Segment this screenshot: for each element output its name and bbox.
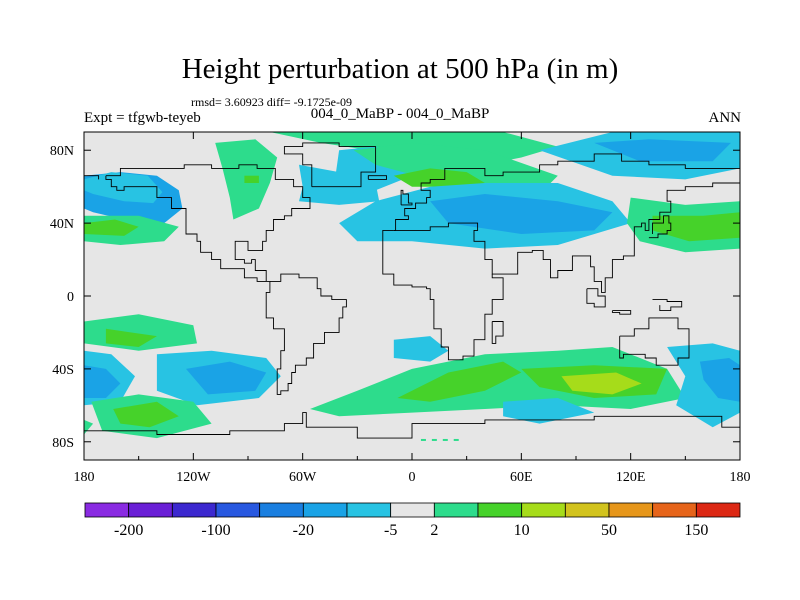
colorbar-swatch-0 xyxy=(84,502,130,518)
colorbar-swatch-8 xyxy=(433,502,479,518)
contour-dot-0 xyxy=(420,438,426,441)
x-tick-label-4: 60E xyxy=(510,470,533,485)
coastline-6 xyxy=(382,229,504,361)
colorbar: -200 -100 -20 -5 2 10 50 150 xyxy=(84,502,741,539)
coastline-4 xyxy=(84,175,100,180)
plot-area xyxy=(84,132,740,460)
y-tick-label-0: 80N xyxy=(50,144,74,159)
colorbar-label-5: 10 xyxy=(514,522,530,539)
contour-region-28 xyxy=(561,372,642,395)
coastline-3 xyxy=(393,153,740,231)
colorbar-swatch-1 xyxy=(128,502,173,518)
contour-region-29 xyxy=(393,336,449,362)
contour-region-1 xyxy=(84,172,163,204)
x-tick-label-6: 180 xyxy=(730,470,751,485)
coastline-13 xyxy=(400,189,413,206)
x-tick-label-1: 120W xyxy=(176,470,211,485)
x-tick-label-3: 0 xyxy=(409,470,416,485)
coastline-8 xyxy=(619,317,690,366)
chart-title: Height perturbation at 500 hPa (in m) xyxy=(181,53,619,85)
contour-region-24 xyxy=(113,401,179,428)
colorbar-label-3: -5 xyxy=(384,522,397,539)
colorbar-swatch-6 xyxy=(346,502,392,518)
colorbar-swatch-5 xyxy=(302,502,348,518)
contour-region-10 xyxy=(393,168,485,187)
y-tick-label-2: 0 xyxy=(67,290,74,305)
colorbar-swatch-13 xyxy=(652,502,697,518)
coastline-9 xyxy=(648,215,672,239)
coastline-7 xyxy=(491,321,504,344)
colorbar-swatch-12 xyxy=(608,502,654,518)
contour-region-18 xyxy=(105,328,157,347)
contour-region-22 xyxy=(186,361,267,395)
y-tick-label-1: 40N xyxy=(50,217,74,232)
coastline-11 xyxy=(611,310,632,315)
colorbar-swatch-2 xyxy=(171,502,217,518)
colorbar-label-6: 50 xyxy=(601,522,617,539)
contour-dot-3 xyxy=(453,438,459,441)
colorbar-swatch-10 xyxy=(521,502,566,518)
x-tick-label-0: 180 xyxy=(74,470,95,485)
y-tick-label-3: 40S xyxy=(52,363,74,378)
colorbar-swatch-7 xyxy=(390,502,435,518)
contour-region-14 xyxy=(594,139,731,162)
coastline-10 xyxy=(586,288,606,308)
contour-region-3 xyxy=(84,219,139,236)
colorbar-label-1: -100 xyxy=(201,522,230,539)
experiment-label: Expt = tfgwb-teyeb xyxy=(84,110,201,126)
axes: 180 120W 60W 0 60E 120E 180 80N 40N 0 40S 80S xyxy=(50,132,751,485)
coastline-15 xyxy=(84,412,740,439)
x-tick-label-5: 120E xyxy=(616,470,646,485)
coastline-0 xyxy=(105,164,311,282)
contour-region-12 xyxy=(430,194,613,234)
colorbar-swatch-9 xyxy=(477,502,523,518)
coastline-1 xyxy=(265,273,347,395)
colorbar-swatch-3 xyxy=(215,502,261,518)
colorbar-label-4: 2 xyxy=(430,522,438,539)
contour-dot-2 xyxy=(442,438,448,441)
y-tick-label-4: 80S xyxy=(52,436,74,451)
coastline-12 xyxy=(652,299,683,312)
contour-region-5 xyxy=(244,175,259,183)
colorbar-label-2: -20 xyxy=(293,522,314,539)
contour-region-16 xyxy=(652,212,740,242)
x-tick-label-2: 60W xyxy=(289,470,317,485)
coastline-14 xyxy=(367,175,387,180)
stats-label: rmsd= 3.60923 diff= -9.1725e-09 xyxy=(191,95,352,109)
contour-region-30 xyxy=(503,398,595,424)
colorbar-swatch-14 xyxy=(695,502,741,518)
contour-dot-1 xyxy=(431,438,437,441)
colorbar-label-0: -200 xyxy=(114,522,143,539)
colorbar-swatch-11 xyxy=(564,502,610,518)
contour-region-26 xyxy=(397,361,522,402)
season-label: ANN xyxy=(708,110,742,126)
coastline-5 xyxy=(393,175,740,293)
coastline-2 xyxy=(283,142,377,188)
colorbar-swatch-4 xyxy=(259,502,304,518)
contour-region-20 xyxy=(84,365,121,398)
colorbar-label-7: 150 xyxy=(684,522,708,539)
contour-region-32 xyxy=(699,358,740,402)
case-label: 004_0_MaBP - 004_0_MaBP xyxy=(310,106,490,122)
